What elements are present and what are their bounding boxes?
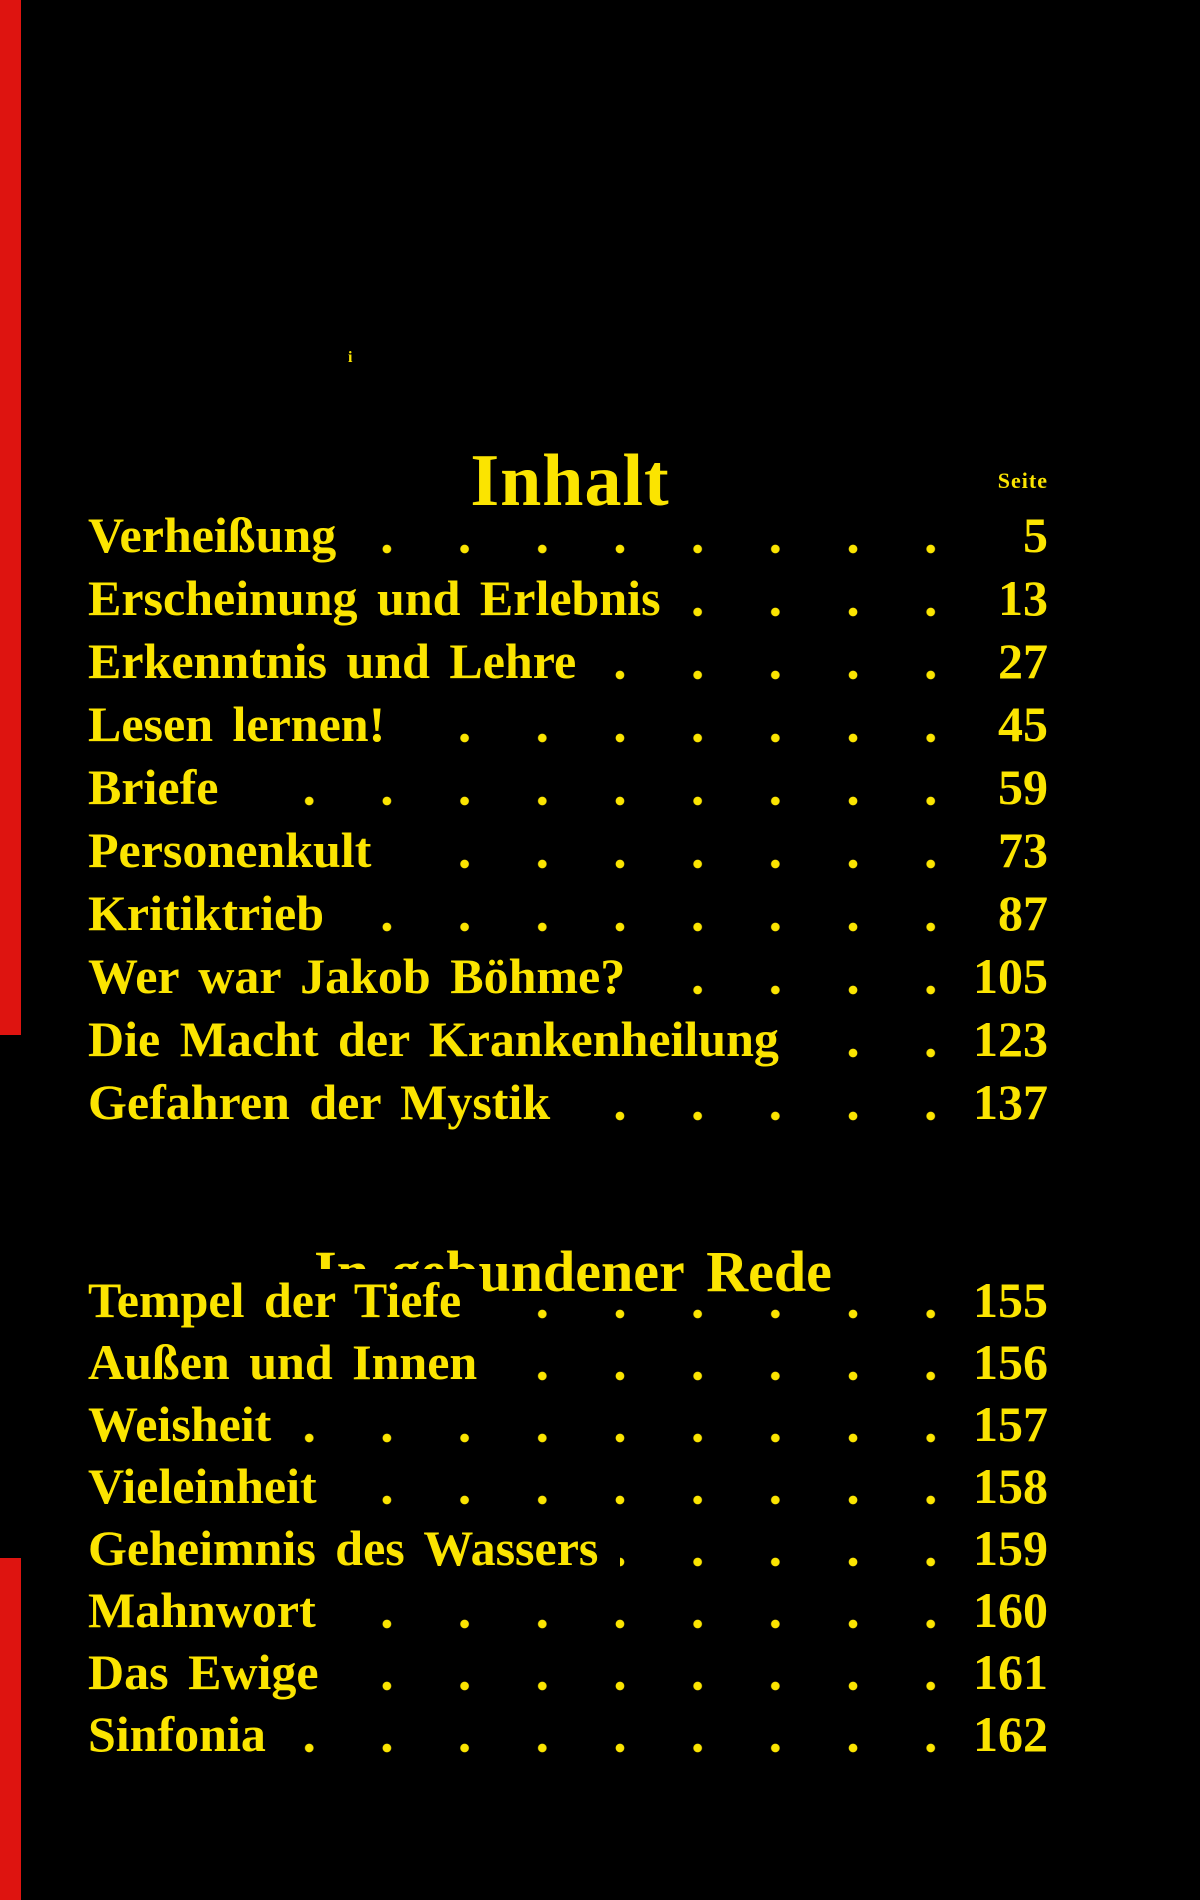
toc-entry-title: Weisheit: [88, 1393, 294, 1455]
toc-entry-row: Gefahren der Mystik 137: [88, 1071, 1048, 1134]
toc-entry-page-number: 156: [961, 1331, 1048, 1393]
dot-leader: [88, 922, 938, 932]
dot-leader: [88, 1681, 938, 1691]
dot-leader: [88, 1743, 938, 1753]
toc-entry-page-number: 27: [986, 630, 1048, 693]
toc-entry-page-number: 160: [961, 1579, 1048, 1641]
toc-entry-row: Erkenntnis und Lehre 27: [88, 630, 1048, 693]
toc-entry-row: Erscheinung und Erlebnis 13: [88, 567, 1048, 630]
toc-entry-title: Erscheinung und Erlebnis: [88, 567, 683, 630]
toc-entry-page-number: 87: [986, 882, 1048, 945]
page-column-header: Seite: [997, 468, 1048, 493]
page-title: Inhalt: [470, 439, 670, 522]
toc-entry-title: Personenkult: [88, 819, 394, 882]
toc-entry-title: Das Ewige: [88, 1641, 341, 1703]
toc-entry-row: Geheimnis des Wassers 159: [88, 1517, 1048, 1579]
toc-entry-row: Sinfonia 162: [88, 1703, 1048, 1765]
dot-leader: [88, 1371, 938, 1381]
toc-entry-page-number: 45: [986, 693, 1048, 756]
toc-entry-title: Verheißung: [88, 504, 359, 567]
toc-entry-page-number: 158: [961, 1455, 1048, 1517]
toc-entry-title: Kritiktrieb: [88, 882, 347, 945]
toc-entry-title: Tempel der Tiefe: [88, 1269, 484, 1331]
toc-entry-row: Mahnwort 160: [88, 1579, 1048, 1641]
toc-entry-title: Gefahren der Mystik: [88, 1071, 573, 1134]
toc-entry-row: Außen und Innen 156: [88, 1331, 1048, 1393]
dot-leader: [88, 859, 938, 869]
toc-entry-row: Verheißung 5: [88, 504, 1048, 567]
dot-leader: [88, 1433, 938, 1443]
dot-leader: [88, 544, 938, 554]
toc-entry-page-number: 13: [986, 567, 1048, 630]
toc-entry-title: Außen und Innen: [88, 1331, 500, 1393]
toc-entry-page-number: 123: [961, 1008, 1048, 1071]
toc-entry-page-number: 5: [1011, 504, 1048, 567]
toc-section-verse: Tempel der Tiefe 155 Außen und Innen 156…: [88, 1269, 1048, 1765]
toc-entry-row: Briefe 59: [88, 756, 1048, 819]
toc-entry-page-number: 73: [986, 819, 1048, 882]
toc-entry-row: Kritiktrieb 87: [88, 882, 1048, 945]
toc-entry-row: Lesen lernen! 45: [88, 693, 1048, 756]
toc-entry-title: Geheimnis des Wassers: [88, 1517, 621, 1579]
dot-leader: [88, 733, 938, 743]
dot-leader: [88, 1309, 938, 1319]
stray-ink-speck: i: [348, 349, 353, 366]
toc-entry-title: Vieleinheit: [88, 1455, 339, 1517]
toc-entry-title: Briefe: [88, 756, 241, 819]
red-page-edge-bottom: [0, 1558, 21, 1900]
toc-entry-row: Die Macht der Krankenheilung 123: [88, 1008, 1048, 1071]
dot-leader: [88, 1495, 938, 1505]
toc-entry-page-number: 137: [961, 1071, 1048, 1134]
dot-leader: [88, 1619, 938, 1629]
toc-entry-title: Erkenntnis und Lehre: [88, 630, 599, 693]
toc-entry-title: Mahnwort: [88, 1579, 338, 1641]
dot-leader: [88, 796, 938, 806]
toc-entry-page-number: 161: [961, 1641, 1048, 1703]
toc-entry-title: Wer war Jakob Böhme?: [88, 945, 648, 1008]
toc-entry-title: Die Macht der Krankenheilung: [88, 1008, 801, 1071]
toc-entry-row: Vieleinheit 158: [88, 1455, 1048, 1517]
toc-entry-row: Weisheit 157: [88, 1393, 1048, 1455]
toc-entry-page-number: 105: [961, 945, 1048, 1008]
toc-entry-page-number: 157: [961, 1393, 1048, 1455]
toc-entry-page-number: 162: [961, 1703, 1048, 1765]
toc-entry-page-number: 159: [961, 1517, 1048, 1579]
toc-entry-page-number: 59: [986, 756, 1048, 819]
toc-entry-row: Personenkult 73: [88, 819, 1048, 882]
toc-entry-row: Wer war Jakob Böhme? 105: [88, 945, 1048, 1008]
red-page-edge-top: [0, 0, 21, 1035]
toc-entry-title: Sinfonia: [88, 1703, 288, 1765]
toc-section-prose: Verheißung 5 Erscheinung und Erlebnis 13…: [88, 504, 1048, 1134]
toc-entry-page-number: 155: [961, 1269, 1048, 1331]
toc-entry-row: Tempel der Tiefe 155: [88, 1269, 1048, 1331]
toc-entry-row: Das Ewige 161: [88, 1641, 1048, 1703]
toc-entry-title: Lesen lernen!: [88, 693, 408, 756]
